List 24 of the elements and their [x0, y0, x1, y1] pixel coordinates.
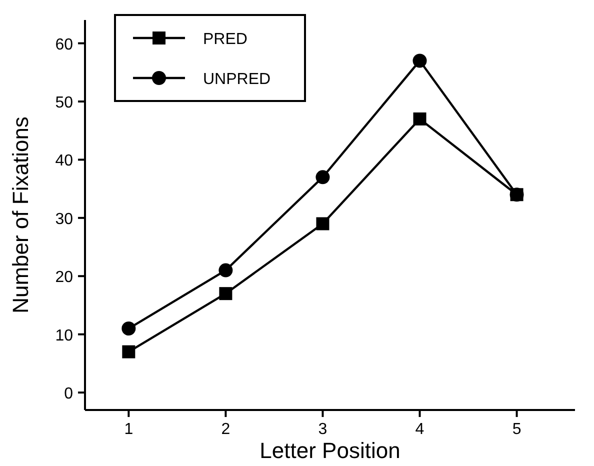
x-tick-label: 4 — [415, 421, 424, 438]
point — [122, 322, 136, 336]
x-tick-label: 1 — [124, 421, 134, 438]
legend-label: PRED — [203, 31, 248, 48]
point — [316, 170, 330, 184]
y-tick-label: 60 — [55, 36, 74, 54]
y-tick-label: 50 — [55, 94, 74, 112]
point — [413, 112, 426, 126]
y-tick-label: 20 — [55, 269, 74, 286]
y-tick-label: 30 — [55, 210, 74, 228]
point — [412, 54, 427, 68]
y-tick-label: 40 — [55, 152, 74, 170]
point — [316, 217, 330, 230]
y-tick-label: 0 — [64, 386, 74, 403]
point — [219, 287, 232, 300]
x-axis-title: Letter Position — [260, 438, 400, 463]
point — [122, 345, 136, 358]
x-tick-label: 3 — [318, 421, 328, 438]
point — [218, 263, 233, 278]
legend-label: UNPRED — [203, 71, 271, 88]
y-tick-label: 10 — [55, 327, 74, 344]
x-tick-label: 2 — [221, 421, 230, 438]
x-tick-label: 5 — [512, 421, 522, 438]
y-axis-title: Number of Fixations — [8, 116, 33, 314]
